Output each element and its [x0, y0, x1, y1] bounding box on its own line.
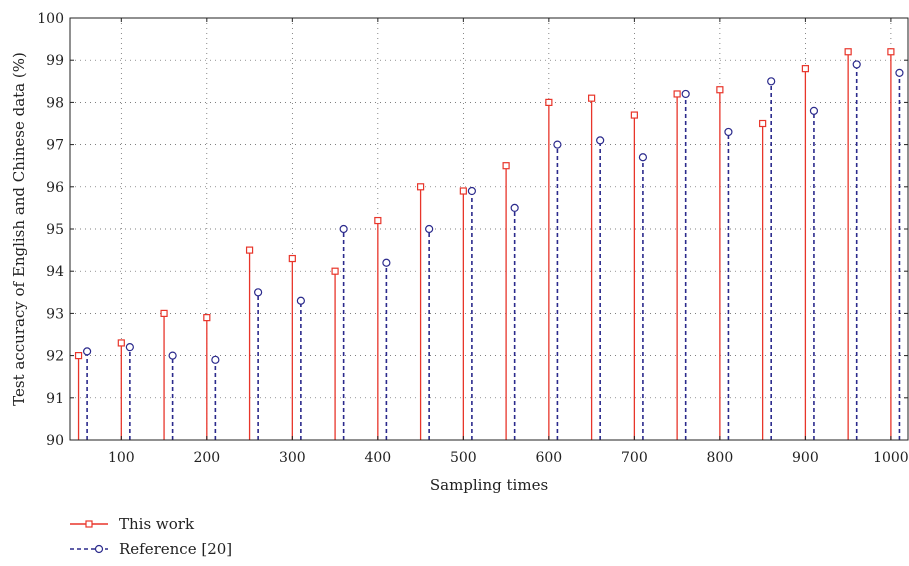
data-point-circle — [339, 224, 348, 234]
data-point-circle — [83, 347, 92, 356]
data-point-square — [759, 119, 767, 128]
y-tick-label: 94 — [46, 264, 64, 280]
data-point-circle — [382, 258, 391, 267]
y-tick-label: 96 — [46, 180, 64, 196]
data-point-circle — [809, 106, 819, 115]
y-tick-label: 95 — [46, 222, 64, 238]
data-point-circle — [596, 136, 605, 145]
data-point-circle — [510, 203, 519, 212]
axis-ticks: 100 200 300 400 500 600 700 800 900 1000 90 91 92 93 9… — [37, 11, 908, 466]
data-point-circle — [724, 127, 733, 137]
data-point-square — [716, 86, 724, 94]
data-point-square — [887, 48, 895, 56]
x-tick-label: 1000 — [873, 450, 909, 466]
x-tick-label: 700 — [621, 450, 648, 466]
data-point-circle — [125, 343, 134, 352]
y-tick-label: 91 — [46, 391, 64, 407]
data-point-circle — [852, 60, 861, 69]
data-point-square — [459, 187, 467, 195]
x-tick-label: 800 — [707, 450, 734, 466]
data-point-square — [245, 246, 254, 254]
y-tick-label: 92 — [46, 349, 64, 365]
data-point-square — [630, 111, 638, 119]
data-point-circle — [638, 153, 648, 162]
y-tick-label: 100 — [37, 11, 64, 27]
y-axis-title: Test accuracy of English and Chinese dat… — [10, 52, 28, 406]
data-point-square — [416, 183, 425, 191]
legend-item-this-work: This work — [70, 515, 195, 533]
data-point-circle — [296, 296, 305, 305]
y-tick-label: 97 — [46, 138, 64, 154]
data-point-circle — [553, 140, 562, 149]
legend-marker-circle — [94, 544, 104, 554]
x-tick-label: 900 — [792, 450, 819, 466]
x-tick-label: 100 — [108, 450, 135, 466]
data-point-square — [160, 309, 168, 317]
legend-item-reference: Reference [20] — [70, 540, 232, 558]
data-point-square — [74, 352, 83, 360]
x-tick-label: 300 — [279, 450, 306, 466]
data-point-square — [288, 254, 296, 263]
data-point-circle — [168, 351, 177, 360]
data-point-square — [374, 216, 382, 225]
data-point-square — [117, 339, 125, 347]
data-point-circle — [211, 355, 220, 364]
data-point-square — [502, 162, 510, 170]
data-point-square — [673, 90, 681, 98]
y-tick-label: 90 — [46, 433, 64, 449]
series-reference — [83, 60, 904, 440]
legend-label-reference: Reference [20] — [119, 540, 232, 558]
data-point-square — [545, 98, 553, 107]
data-point-circle — [767, 77, 776, 86]
x-tick-label: 400 — [364, 450, 391, 466]
legend: This work Reference [20] — [70, 515, 232, 558]
y-tick-label: 99 — [46, 53, 64, 69]
y-tick-label: 98 — [46, 95, 64, 111]
y-tick-label: 93 — [46, 306, 64, 322]
x-axis-title: Sampling times — [430, 476, 548, 494]
x-tick-label: 200 — [193, 450, 220, 466]
data-point-circle — [467, 186, 476, 196]
data-point-square — [844, 48, 852, 56]
legend-marker-square — [85, 520, 93, 528]
data-stems — [74, 48, 904, 440]
data-point-circle — [425, 224, 434, 234]
data-point-circle — [254, 288, 263, 297]
data-point-square — [801, 65, 809, 73]
data-point-square — [331, 267, 339, 275]
data-point-circle — [895, 68, 904, 77]
x-tick-label: 500 — [450, 450, 477, 466]
data-point-square — [203, 314, 211, 322]
series-this-work — [74, 48, 895, 440]
data-point-circle — [681, 89, 690, 99]
data-point-square — [588, 94, 596, 102]
x-tick-label: 600 — [535, 450, 562, 466]
legend-label-this-work: This work — [119, 515, 195, 533]
